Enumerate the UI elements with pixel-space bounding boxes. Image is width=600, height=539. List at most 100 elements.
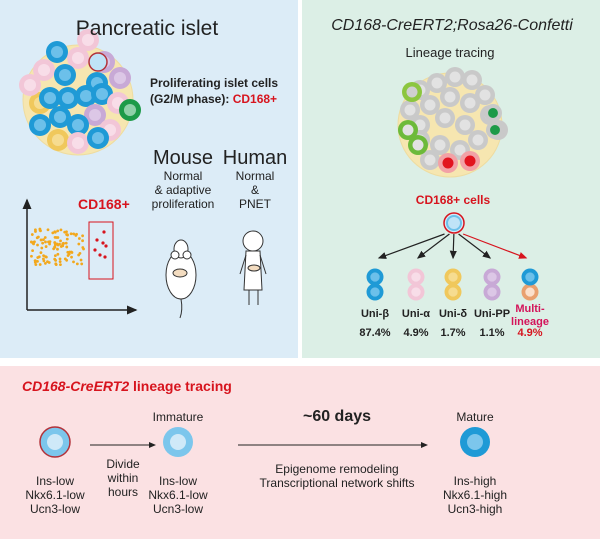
lineage-arrow [458,233,492,259]
marker-line: Ucn3-high [447,501,503,516]
marker-line: Nkx6.1-low [25,487,85,502]
cell [464,97,476,109]
scatter-point [30,254,33,258]
cell [411,287,421,297]
scatter-point [53,241,57,244]
cell [434,139,446,151]
outcome-label: Uni-α [401,308,431,320]
scatter-point [54,259,58,262]
human-icon [239,230,267,305]
proliferating-cells-label: Proliferating islet cells [150,76,279,90]
cell [487,287,497,297]
cd168-scatter-point [93,248,97,252]
scatter-point [74,234,78,237]
lineage-arrow [416,233,450,259]
scatter-point [34,230,37,233]
cell [23,78,37,92]
marker-line: Nkx6.1-low [148,487,208,502]
bottom-title: CD168-CreERT2 lineage tracing [22,378,232,394]
scatter-point [70,255,73,259]
cell [91,131,105,145]
cell [459,119,471,131]
scatter-point [54,263,58,267]
cell [472,134,484,146]
mouse-desc: Normal & adaptive proliferation [152,169,215,211]
scatter-point [77,253,81,257]
cell [370,272,380,282]
scatter-point [36,256,40,259]
mature-title: Mature [456,410,494,424]
scatter-point [44,240,47,244]
scatter-point [63,257,67,261]
duration-label: ~60 days [302,408,372,425]
scatter-point [59,228,63,232]
cell [439,112,451,124]
cell [113,71,127,85]
scatter-point [31,249,34,253]
human-line: & [250,182,260,197]
cell [406,86,418,98]
immature-title: Immature [152,410,204,424]
human-line: PNET [238,196,272,211]
cell [404,104,416,116]
marker-line: Ins-low [158,474,198,488]
scatter-point [53,254,57,257]
outcome-percent: 87.4% [359,327,391,339]
cell [37,63,51,77]
lineage-arrow [462,233,528,259]
stage2-markers: Ins-low Nkx6.1-low Ucn3-low [148,474,208,516]
panel-bottom-timeline [0,366,600,539]
lineage-arrow [449,233,457,260]
scatter-point [56,247,59,251]
cd168-marker: CD168+ [232,92,278,106]
pancreatic-islet-title: Pancreatic islet [75,17,219,40]
marker-line: Nkx6.1-high [442,487,508,502]
stage3-markers: Ins-high Nkx6.1-high Ucn3-high [442,474,508,516]
outcome-label-line: lineage [511,315,549,328]
scatter-point [42,257,45,261]
outcome-label: Uni-PP [473,308,511,320]
stage1-markers: Ins-low Nkx6.1-low Ucn3-low [25,474,85,516]
scatter-point [81,239,84,243]
scatter-point [38,227,42,231]
scatter-plot-icon [22,198,138,315]
cell [442,157,454,169]
scatter-point [42,238,45,242]
scatter-point [55,236,58,239]
lineage-tree [366,212,539,301]
cd168-positive-cell [88,52,108,72]
g2m-text: (G2/M phase): [150,92,233,106]
scatter-point [30,233,34,236]
scatter-point [81,234,85,238]
cell [402,124,414,136]
scatter-point [56,252,60,256]
human-line: Normal [235,169,275,183]
cell [51,133,65,147]
cd168-scatter-point [104,244,108,248]
cell [412,139,424,151]
mouse-icon [165,239,197,319]
outcome-percent: 1.1% [479,327,505,339]
scatter-point [79,258,83,262]
cell [424,99,436,111]
mouse-title: Mouse [152,147,214,169]
scatter-point [44,262,47,265]
scatter-point [36,243,39,247]
cell [71,136,85,150]
scatter-point [77,242,81,246]
scatter-point [40,246,44,250]
scatter-point [47,240,50,244]
cell [81,33,95,47]
marker-line: Ins-high [453,474,497,488]
lineage-tracing-subtitle: Lineage tracing [405,45,495,60]
scatter-point [72,232,76,236]
scatter-point [59,239,62,243]
cd168-cells-label: CD168+ cells [415,193,491,207]
cell [464,155,476,167]
cell [525,287,535,297]
cell [466,74,478,86]
cell [448,272,458,282]
scatter-point [61,241,65,245]
cell [411,272,421,282]
cell [525,272,535,282]
